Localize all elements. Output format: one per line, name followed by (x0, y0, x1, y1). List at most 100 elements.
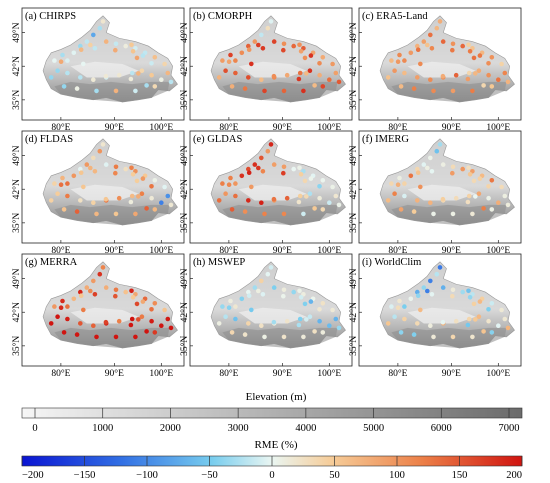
station-marker (255, 165, 261, 171)
station-marker (94, 88, 99, 94)
station-marker (139, 191, 145, 196)
station-marker (140, 176, 146, 181)
station-marker (312, 329, 317, 334)
station-marker (103, 162, 109, 167)
station-marker (60, 298, 65, 304)
station-marker (152, 301, 158, 306)
station-marker (162, 307, 167, 313)
station-marker (260, 46, 266, 51)
station-marker (78, 198, 83, 203)
x-tick-label: 90°E (442, 122, 461, 133)
elevation-tick-label: 4000 (295, 423, 316, 434)
station-marker (296, 76, 302, 82)
x-tick-label: 80°E (51, 122, 70, 133)
station-marker (262, 211, 267, 217)
station-marker (460, 289, 466, 295)
region-terrain (210, 138, 346, 226)
x-tick-label: 100°E (317, 122, 341, 133)
station-marker (402, 70, 407, 76)
basin-shading (70, 61, 139, 78)
x-tick-label: 80°E (388, 122, 407, 133)
x-tick-label: 90°E (273, 122, 292, 133)
station-marker (505, 202, 511, 208)
station-marker (123, 289, 128, 295)
station-marker (259, 155, 264, 161)
station-marker (74, 86, 80, 91)
station-marker (149, 184, 154, 189)
station-marker (133, 211, 138, 217)
station-marker (229, 84, 235, 89)
x-tick-label: 100°E (149, 245, 173, 256)
station-marker (259, 32, 264, 38)
mountain-shading (54, 327, 170, 349)
station-marker (281, 293, 286, 299)
station-marker (74, 332, 80, 337)
station-marker (317, 61, 322, 66)
station-marker (281, 170, 286, 176)
x-tick-label: 100°E (486, 245, 510, 256)
station-marker (317, 195, 322, 201)
station-marker (134, 301, 140, 307)
rme-tick-label: −150 (74, 470, 96, 481)
panel-label: (i) WorldClim (362, 257, 421, 268)
station-marker (103, 319, 109, 325)
station-marker (327, 77, 332, 82)
station-marker (397, 52, 402, 58)
station-marker (428, 200, 433, 205)
station-marker (415, 289, 420, 295)
station-marker (307, 314, 313, 320)
station-marker (437, 19, 443, 24)
station-marker (129, 70, 135, 76)
station-marker (255, 42, 261, 48)
region-terrain (42, 15, 178, 103)
station-marker (429, 169, 435, 174)
station-marker (336, 325, 342, 331)
station-marker (239, 173, 245, 179)
station-marker (91, 200, 96, 205)
station-marker (320, 330, 326, 335)
station-marker (298, 295, 304, 300)
station-marker (268, 19, 274, 24)
station-marker (473, 317, 478, 322)
station-marker (168, 202, 174, 208)
station-marker (428, 32, 433, 38)
basin-shading (70, 184, 139, 201)
station-marker (48, 321, 54, 326)
station-marker (502, 193, 508, 199)
station-marker (233, 304, 238, 309)
station-marker (65, 193, 70, 199)
station-marker (149, 195, 154, 201)
station-marker (233, 58, 238, 63)
station-marker (499, 61, 504, 67)
basin-shading (407, 307, 476, 324)
y-tick-label: 49°N (348, 22, 359, 42)
station-marker (467, 295, 473, 300)
station-marker (140, 299, 146, 304)
station-marker (336, 202, 342, 208)
rme-tick-label: 50 (329, 470, 340, 481)
station-marker (129, 165, 134, 171)
station-marker (408, 173, 414, 179)
elevation-tick-label: 6000 (431, 423, 452, 434)
station-marker (308, 299, 314, 304)
elevation-tick-label: 1000 (92, 423, 113, 434)
station-marker (320, 84, 326, 89)
panel-label: (a) CHIRPS (25, 11, 76, 22)
station-marker (249, 61, 254, 67)
station-marker (134, 178, 140, 184)
station-marker (48, 198, 54, 203)
x-tick-label: 100°E (149, 122, 173, 133)
station-marker (228, 298, 233, 304)
elevation-tick-label: 3000 (228, 423, 249, 434)
station-marker (140, 53, 146, 58)
station-marker (467, 49, 473, 54)
station-marker (296, 322, 302, 328)
station-marker (434, 25, 440, 31)
station-marker (489, 301, 495, 306)
station-marker (65, 70, 70, 76)
station-marker (159, 323, 164, 329)
station-marker (281, 88, 287, 94)
